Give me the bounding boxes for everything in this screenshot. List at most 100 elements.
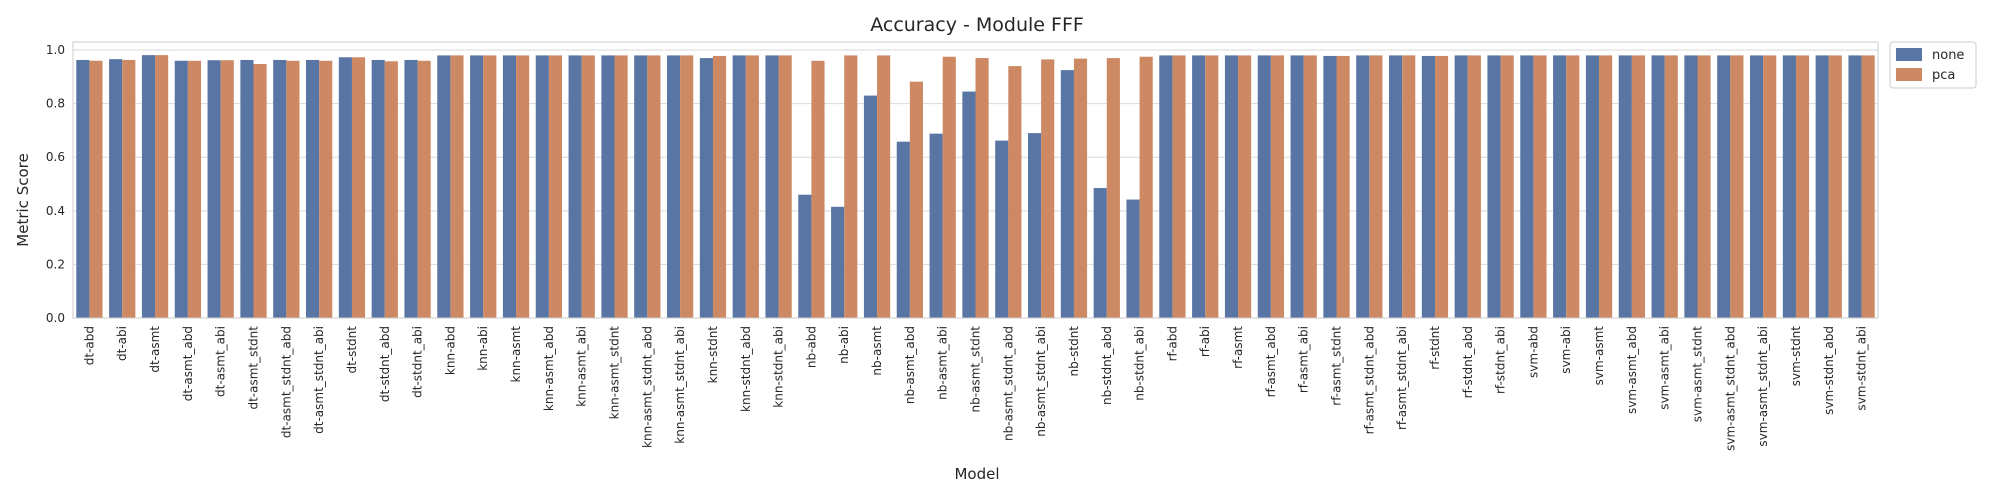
x-tick-label: rf-asmt <box>1231 326 1245 369</box>
bar-none-rf-asmt_abi <box>1290 55 1304 319</box>
bar-pca-dt-stdnt_abd <box>384 61 398 318</box>
x-tick-label: rf-abi <box>1198 326 1212 357</box>
bar-none-svm-stdnt_abi <box>1848 55 1862 319</box>
bar-none-nb-asmt_stdnt <box>962 91 976 318</box>
x-tick-label: rf-asmt_stdnt_abd <box>1362 326 1376 434</box>
bar-pca-nb-stdnt_abd <box>1106 58 1120 318</box>
y-tick-label: 0.6 <box>46 150 65 164</box>
x-tick-label: dt-stdnt_abd <box>378 326 392 402</box>
plot-area <box>72 41 1879 319</box>
bar-pca-knn-abd <box>450 55 464 319</box>
x-tick-label: svm-asmt <box>1592 326 1606 386</box>
bar-none-svm-abd <box>1520 55 1534 319</box>
x-tick-label: nb-asmt_stdnt_abd <box>1001 326 1015 441</box>
x-tick-label: knn-asmt <box>509 326 523 383</box>
x-tick-label: dt-asmt_abd <box>181 326 195 401</box>
bar-pca-svm-stdnt_abd <box>1828 55 1842 319</box>
y-axis-label: Metric Score <box>14 153 32 246</box>
bar-pca-svm-asmt <box>1599 55 1613 319</box>
bar-none-rf-asmt_stdnt_abd <box>1356 55 1370 319</box>
y-axis-ticks: 0.0 0.2 0.4 0.6 0.8 1.0 <box>46 43 65 325</box>
bar-none-nb-asmt_stdnt_abd <box>995 140 1009 318</box>
chart-title: Accuracy - Module FFF <box>870 14 1084 36</box>
bar-none-dt-asmt_stdnt_abd <box>273 59 287 318</box>
bar-none-knn-asmt_stdnt_abd <box>634 55 648 319</box>
x-tick-label: knn-asmt_stdnt <box>608 326 622 420</box>
bar-none-knn-stdnt_abi <box>765 55 779 319</box>
x-tick-label: rf-asmt_abi <box>1297 326 1311 393</box>
bar-none-knn-abd <box>437 55 451 319</box>
bar-none-nb-stdnt <box>1060 70 1074 318</box>
x-tick-label: rf-abd <box>1165 326 1179 361</box>
bar-pca-svm-stdnt_abi <box>1861 55 1875 319</box>
bar-none-svm-asmt_stdnt_abi <box>1750 55 1764 319</box>
bar-pca-rf-abd <box>1172 55 1186 319</box>
bar-pca-knn-stdnt_abi <box>778 55 792 319</box>
x-tick-label: knn-stdnt <box>706 326 720 384</box>
bars <box>76 55 1875 319</box>
bar-pca-rf-asmt_abd <box>1270 55 1284 319</box>
bar-pca-knn-asmt_stdnt <box>614 55 628 319</box>
x-axis-ticks: dt-abd dt-abi dt-asmt dt-asmt_abd dt-asmt_ab… <box>82 326 1868 451</box>
x-tick-label: knn-asmt_abd <box>542 326 556 411</box>
bar-pca-nb-asmt_abd <box>909 81 923 318</box>
x-tick-label: nb-abi <box>837 326 851 364</box>
bar-none-nb-abd <box>798 194 812 318</box>
bar-pca-rf-stdnt_abd <box>1467 55 1481 319</box>
x-tick-label: svm-asmt_stdnt <box>1691 326 1705 423</box>
x-tick-label: dt-asmt_stdnt_abd <box>279 326 293 438</box>
bar-pca-svm-asmt_stdnt <box>1697 55 1711 319</box>
bar-pca-knn-abi <box>483 55 497 319</box>
legend-label-none: none <box>1932 48 1964 63</box>
bar-none-dt-stdnt <box>338 57 352 319</box>
x-tick-label: nb-asmt_abd <box>903 326 917 404</box>
x-tick-label: svm-asmt_stdnt_abd <box>1723 326 1737 451</box>
x-tick-label: rf-asmt_abd <box>1264 326 1278 397</box>
x-tick-label: nb-asmt_stdnt_abi <box>1034 326 1048 437</box>
bar-pca-rf-abi <box>1205 55 1219 319</box>
bar-pca-knn-asmt_abi <box>581 55 595 319</box>
x-tick-label: nb-stdnt_abd <box>1100 326 1114 405</box>
x-tick-label: knn-stdnt_abd <box>739 326 753 412</box>
x-tick-label: nb-abd <box>804 326 818 368</box>
legend-swatch-pca <box>1896 68 1922 81</box>
bar-none-dt-stdnt_abd <box>371 59 385 318</box>
bar-pca-svm-asmt_stdnt_abd <box>1730 55 1744 319</box>
x-tick-label: svm-stdnt_abd <box>1822 326 1836 415</box>
bar-none-knn-stdnt <box>699 58 713 318</box>
bar-none-nb-asmt_abi <box>929 133 943 318</box>
bar-none-knn-abi <box>470 55 484 319</box>
bar-none-dt-abd <box>76 59 90 318</box>
bar-none-knn-stdnt_abd <box>732 55 746 319</box>
y-tick-label: 0.8 <box>46 97 65 111</box>
x-tick-label: nb-asmt_stdnt <box>969 326 983 413</box>
bar-pca-dt-abi <box>122 59 136 318</box>
x-tick-label: dt-asmt_stdnt_abi <box>312 326 326 434</box>
bar-pca-svm-stdnt <box>1795 55 1810 319</box>
bar-none-rf-asmt_stdnt_abi <box>1389 55 1403 319</box>
bar-pca-rf-asmt_abi <box>1303 55 1317 319</box>
legend: none pca <box>1889 41 1977 89</box>
bar-none-svm-stdnt <box>1782 55 1796 319</box>
bar-pca-dt-stdnt <box>351 57 366 319</box>
bar-none-knn-asmt_stdnt <box>601 55 615 319</box>
x-tick-label: dt-asmt_abi <box>214 326 228 397</box>
bar-none-knn-asmt <box>502 55 517 319</box>
x-tick-label: svm-abi <box>1559 326 1573 374</box>
bar-pca-dt-asmt_stdnt_abd <box>286 60 300 318</box>
bar-pca-rf-asmt_stdnt <box>1336 55 1350 319</box>
bar-none-nb-stdnt_abd <box>1093 188 1107 318</box>
bar-none-svm-asmt_abi <box>1651 55 1665 319</box>
bar-none-nb-abi <box>831 206 845 318</box>
bar-pca-svm-abi <box>1566 55 1580 319</box>
x-tick-label: svm-abd <box>1526 326 1540 378</box>
bar-none-dt-asmt_stdnt <box>240 59 254 318</box>
y-tick-label: 0.0 <box>46 311 65 325</box>
bar-none-knn-asmt_stdnt_abi <box>667 55 681 319</box>
x-tick-label: nb-stdnt <box>1067 326 1081 377</box>
x-tick-label: nb-asmt_abi <box>936 326 950 400</box>
bar-pca-svm-abd <box>1533 55 1547 319</box>
bar-pca-nb-asmt <box>877 55 891 319</box>
bar-none-dt-asmt_abd <box>174 60 188 318</box>
bar-pca-dt-stdnt_abi <box>417 60 431 318</box>
